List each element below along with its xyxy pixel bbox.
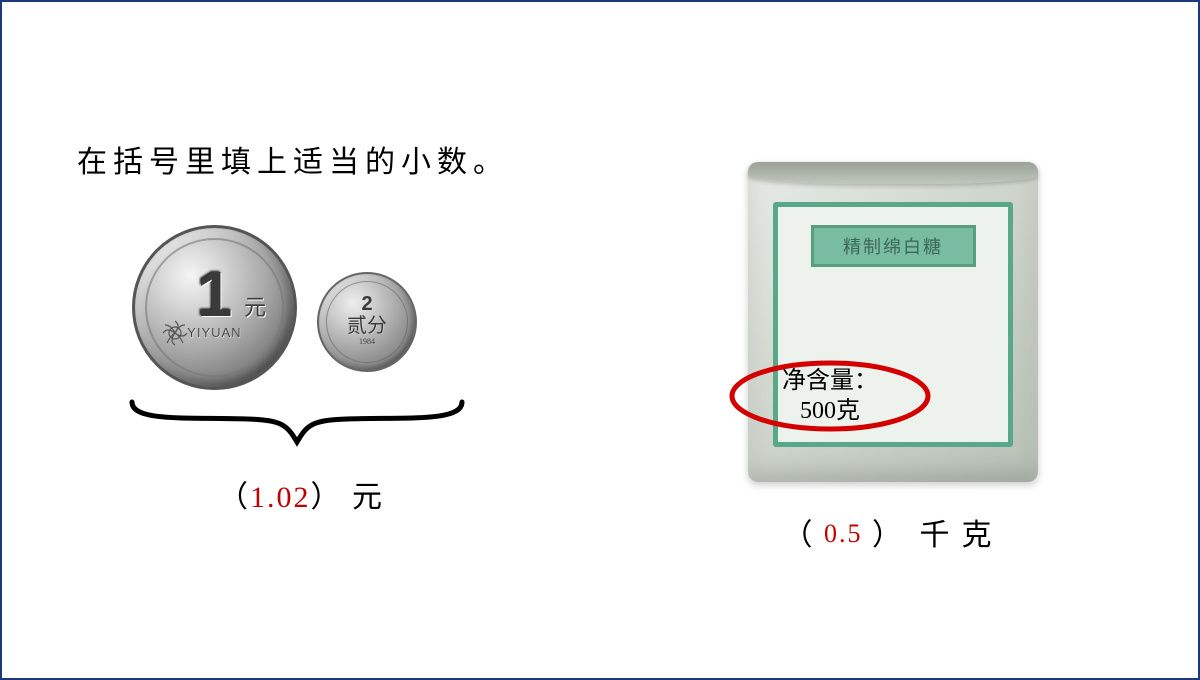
instruction-text: 在括号里填上适当的小数。 xyxy=(77,137,509,181)
answer-value-right: 0.5 xyxy=(824,519,863,548)
answer-right: （ 0.5 ） 千克 xyxy=(728,510,1058,554)
bag-block: 精制绵白糖 净含量： 500克 （ 0.5 ） 千克 xyxy=(728,162,1058,554)
answer-value-left: 1.02 xyxy=(250,481,311,514)
answer-left: （1.02） 元 xyxy=(132,472,472,516)
paren-open: （ xyxy=(218,481,250,514)
coin-2-fen: 2 贰分 1984 xyxy=(317,272,417,372)
paren-close-r: ） xyxy=(872,519,904,552)
coin-1-yuan: 1 元 YIYUAN xyxy=(132,225,297,390)
coins-row: 1 元 YIYUAN 2 贰分 1984 xyxy=(132,222,532,392)
net-weight-text: 净含量： 500克 xyxy=(782,366,878,426)
coin1-unit: 元 xyxy=(244,290,266,322)
sugar-bag: 精制绵白糖 净含量： 500克 xyxy=(748,162,1038,482)
coin2-numeral: 2 xyxy=(361,293,372,316)
peony-icon xyxy=(153,311,203,361)
net-weight-callout: 净含量： 500克 xyxy=(726,358,934,434)
net-value: 500克 xyxy=(800,398,860,424)
coin2-text: 贰分 xyxy=(347,316,387,336)
paren-open-r: （ xyxy=(783,519,815,552)
net-label: 净含量： xyxy=(782,368,878,394)
paren-close: ） xyxy=(311,481,343,514)
coins-block: 1 元 YIYUAN 2 贰分 1984 （1.02） 元 xyxy=(132,222,532,516)
coin2-year: 1984 xyxy=(359,337,375,346)
brace-icon xyxy=(127,397,467,447)
bag-title: 精制绵白糖 xyxy=(811,225,976,267)
unit-left: 元 xyxy=(352,481,386,514)
unit-right: 千克 xyxy=(920,519,1004,552)
slide: 在括号里填上适当的小数。 1 元 YIYUAN 2 贰分 1984 xyxy=(2,2,1198,678)
